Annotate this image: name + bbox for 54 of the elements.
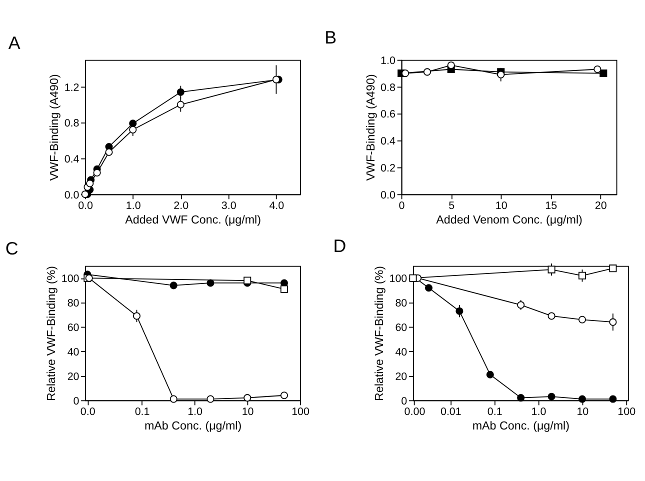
y-tick-label: 80 (67, 298, 80, 310)
y-tick-label: 80 (395, 298, 408, 310)
y-tick-label: 40 (395, 346, 408, 358)
y-tick-label: 100 (389, 273, 408, 286)
x-tick-label: 2.0 (174, 200, 189, 212)
y-tick-label: 60 (395, 322, 408, 334)
x-tick-label: 0.0 (78, 200, 94, 212)
y-tick-label: 60 (67, 322, 80, 334)
y-axis-title: Relative VWF-Binding (%) (45, 266, 58, 402)
x-tick-label: 10 (495, 200, 508, 212)
x-axis-title: Added Venom Conc. (μg/ml) (436, 213, 583, 226)
y-tick-label: 0.8 (380, 82, 396, 94)
x-axis-title: mAb Conc. (μg/ml) (144, 419, 242, 432)
y-tick-label: 1.2 (64, 82, 80, 94)
y-tick-label: 0 (73, 395, 80, 408)
x-tick-label: 10 (576, 406, 589, 418)
x-tick-label: 0.1 (487, 406, 502, 418)
chart-title: C (5, 238, 18, 259)
y-tick-label: 0.6 (380, 108, 396, 121)
x-axis-title: mAb Conc. (μg/ml) (472, 419, 570, 432)
y-axis-title: VWF-Binding (A490) (48, 74, 62, 181)
y-tick-label: 0.2 (380, 162, 396, 174)
x-tick-label: 100 (292, 406, 310, 418)
y-axis-title: Relative VWF-Binding (%) (372, 266, 386, 402)
y-tick-label: 0.0 (64, 189, 80, 202)
y-tick-label: 1.0 (380, 54, 396, 67)
chart-title: D (333, 236, 346, 256)
y-tick-label: 0.8 (64, 118, 80, 130)
chart-title: A (8, 33, 20, 54)
x-tick-label: 1.0 (531, 406, 546, 418)
x-tick-label: 0.0 (80, 406, 96, 418)
y-tick-label: 0.4 (380, 136, 396, 148)
x-tick-label: 20 (594, 200, 607, 212)
y-tick-label: 0.4 (64, 153, 80, 166)
x-tick-label: 0.00 (404, 406, 426, 418)
x-tick-label: 100 (618, 406, 636, 418)
x-tick-label: 0.01 (440, 406, 462, 418)
x-tick-label: 3.0 (221, 200, 236, 212)
y-tick-label: 0 (401, 395, 408, 408)
x-tick-label: 1.0 (126, 200, 141, 212)
x-tick-label: 1.0 (188, 406, 203, 418)
x-tick-label: 10 (242, 406, 254, 418)
y-axis-title: VWF-Binding (A490) (364, 74, 378, 181)
x-tick-label: 4.0 (269, 200, 284, 212)
x-tick-label: 0.1 (134, 406, 150, 418)
y-tick-label: 0.0 (380, 189, 396, 202)
chart-title: B (324, 28, 337, 48)
y-tick-label: 40 (67, 346, 80, 358)
y-tick-label: 20 (67, 370, 80, 383)
x-axis-title: Added VWF Conc. (μg/ml) (125, 213, 262, 226)
x-tick-label: 15 (545, 200, 558, 212)
x-tick-label: 5 (448, 200, 455, 212)
y-tick-label: 20 (395, 370, 408, 383)
y-tick-label: 100 (61, 273, 80, 286)
